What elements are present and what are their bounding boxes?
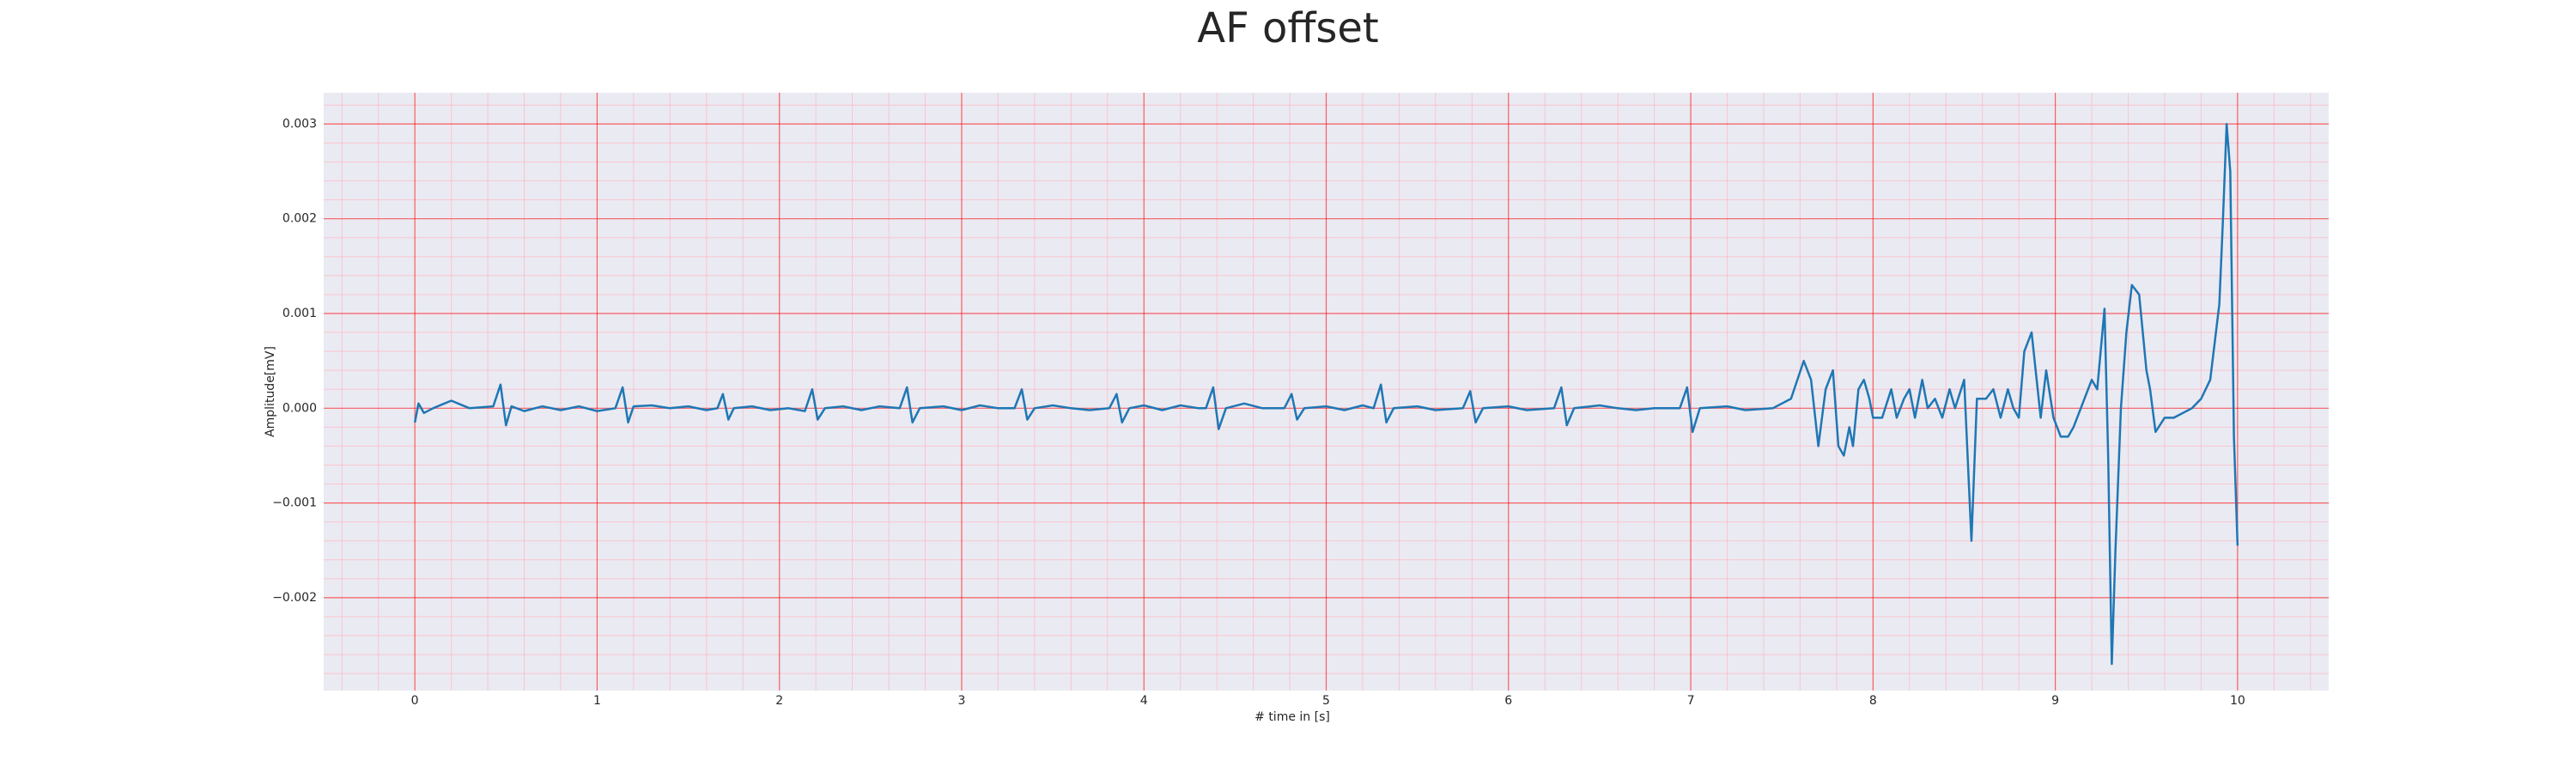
y-tick-label: 0.002 [283, 212, 317, 226]
data-line [413, 123, 2239, 666]
x-tick-label: 8 [1869, 694, 1877, 708]
x-tick-label: 3 [957, 694, 965, 708]
x-tick-label: 0 [411, 694, 419, 708]
y-tick-label: −0.001 [272, 496, 317, 510]
y-tick-label: 0.000 [283, 401, 317, 415]
x-tick-label: 6 [1504, 694, 1512, 708]
x-tick-label: 4 [1140, 694, 1148, 708]
x-tick-label: 5 [1322, 694, 1330, 708]
x-tick-label: 7 [1687, 694, 1695, 708]
chart-title: AF offset [1197, 4, 1379, 52]
y-tick-label: −0.002 [272, 591, 317, 605]
x-tick-label: 10 [2230, 694, 2245, 708]
x-tick-label: 1 [593, 694, 601, 708]
x-tick-label: 9 [2051, 694, 2059, 708]
y-axis-label: Amplitude[mV] [264, 346, 277, 437]
y-tick-label: 0.003 [283, 117, 317, 131]
x-tick-label: 2 [775, 694, 783, 708]
x-axis-label: # time in [s] [1255, 710, 1330, 724]
y-tick-label: 0.001 [283, 307, 317, 320]
